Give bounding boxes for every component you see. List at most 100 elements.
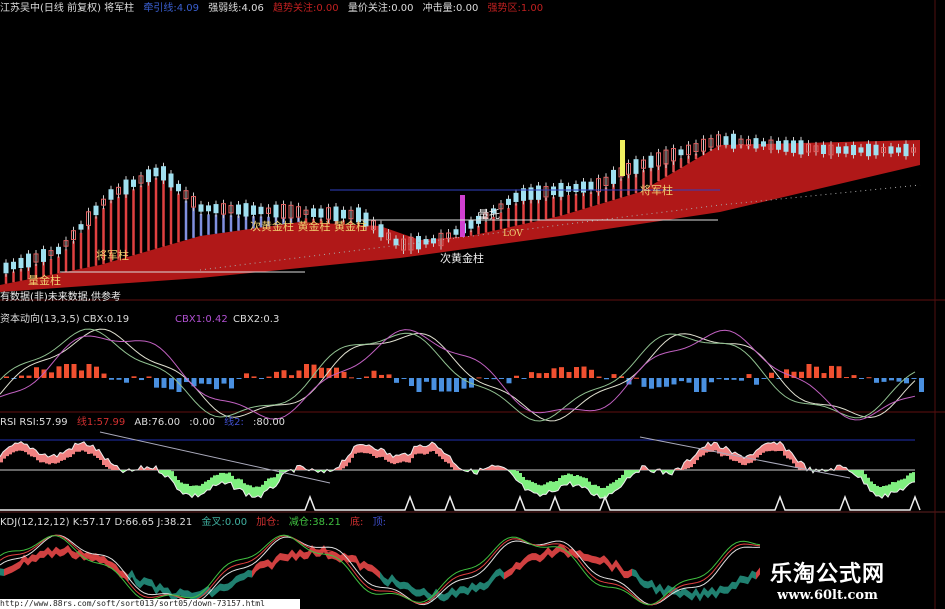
kdj-band	[232, 576, 236, 588]
rsi-fill	[201, 483, 204, 495]
rsi-fill	[588, 481, 591, 495]
rsi-fill	[747, 454, 750, 464]
kdj-band	[52, 546, 56, 559]
kdj-band	[16, 560, 20, 571]
rsi-fill	[51, 454, 54, 464]
rsi-fill	[219, 472, 222, 485]
rsi-fill	[597, 486, 600, 499]
candle-body	[386, 232, 391, 241]
candle-body	[656, 152, 661, 167]
rsi-fill	[840, 465, 843, 470]
candle-body	[326, 207, 331, 220]
candle-body	[813, 145, 819, 153]
kdj-golden-cross: 金叉:0.00	[201, 517, 248, 528]
rsi-fill	[453, 462, 456, 470]
kdj-band	[36, 550, 40, 563]
cbx-header: 资本动向(13,3,5) CBX:0.19 CBX1:0.42 CBX2:0.3	[0, 314, 400, 326]
cbx-bar	[416, 378, 422, 392]
candle-body	[693, 143, 699, 153]
cbx-bar	[596, 376, 602, 378]
candle-body	[806, 143, 811, 153]
candle-body	[48, 250, 54, 256]
cbx-bar	[799, 371, 804, 378]
candle-body	[543, 186, 549, 198]
cbx-bar	[664, 378, 669, 387]
candle-body	[791, 140, 796, 153]
rsi-fill	[360, 444, 363, 453]
candle-body	[153, 167, 159, 177]
rsi-fill	[621, 474, 624, 487]
cbx-bar	[109, 378, 114, 380]
kdj-band	[680, 587, 684, 599]
indicator-volume-price: 量价关注:0.00	[347, 3, 414, 14]
rsi-fill	[426, 445, 429, 454]
url-bar[interactable]: http://www.88rs.com/soft/sort013/sort05/…	[0, 599, 300, 609]
rsi-fill	[48, 455, 51, 465]
candle-body	[453, 229, 459, 235]
rsi-fill	[357, 444, 360, 453]
rsi-fill	[276, 473, 279, 487]
highlight-candle-magenta	[460, 195, 465, 237]
kdj-band	[448, 587, 452, 600]
rsi-fill	[753, 450, 756, 461]
cbx-bar	[19, 375, 24, 378]
rsi-fill	[876, 485, 879, 496]
cbx2-value: CBX2:0.3	[233, 314, 280, 325]
cbx-bar	[259, 378, 264, 379]
kdj-band	[540, 551, 544, 563]
cbx-bar	[386, 374, 392, 378]
candle-body	[138, 175, 144, 184]
kdj-band	[480, 581, 484, 591]
kdj-band	[564, 546, 568, 558]
cbx-bar	[349, 377, 354, 379]
candle-body	[678, 149, 684, 156]
candle-body	[911, 147, 916, 153]
candle-body	[701, 138, 706, 152]
candle-body	[648, 155, 654, 168]
label-huangjin-group: 次黄金柱 黄金柱 黄金柱	[250, 220, 367, 233]
kdj-band	[700, 587, 704, 602]
kdj-band	[92, 553, 96, 562]
rsi-fill	[183, 483, 186, 495]
kdj-band	[132, 569, 136, 586]
cbx-bar	[454, 378, 459, 392]
rsi-trend-line	[99, 431, 331, 484]
rsi-fill	[114, 465, 117, 470]
rsi-fill	[528, 480, 531, 491]
rsi-fill	[57, 452, 60, 463]
rsi-fill	[522, 477, 525, 491]
kdj-band	[264, 559, 268, 568]
kdj-band	[596, 556, 600, 565]
kdj-band	[424, 587, 428, 600]
kdj-band	[456, 586, 460, 599]
candle-body	[783, 140, 789, 152]
rsi-fill	[732, 452, 735, 461]
cbx-bar	[821, 373, 827, 378]
candle-body	[371, 220, 376, 230]
candle-body	[71, 230, 76, 241]
rsi-fill	[852, 470, 855, 476]
rsi-fill	[441, 449, 444, 460]
candle-body	[468, 220, 474, 229]
rsi-fill	[354, 444, 357, 454]
kdj-band	[28, 554, 32, 566]
rsi-fill	[402, 453, 405, 462]
indicator-qiangruo: 强弱线:4.06	[208, 3, 264, 14]
cbx-bar	[191, 378, 197, 387]
cbx-bar	[874, 378, 879, 383]
kdj-band	[444, 592, 448, 602]
kdj-band	[632, 568, 636, 578]
candle-body	[506, 198, 511, 205]
cbx-bar	[49, 372, 54, 378]
highlight-candle	[620, 140, 625, 176]
rsi-fill	[549, 481, 552, 492]
cbx-bar	[881, 378, 887, 382]
cbx-bar	[184, 378, 189, 383]
rsi-fill	[489, 465, 492, 470]
candle-body	[746, 139, 751, 146]
rsi-fill	[888, 484, 891, 497]
kdj-band	[44, 546, 48, 558]
cbx-bar	[244, 373, 249, 378]
kdj-band	[384, 577, 388, 587]
